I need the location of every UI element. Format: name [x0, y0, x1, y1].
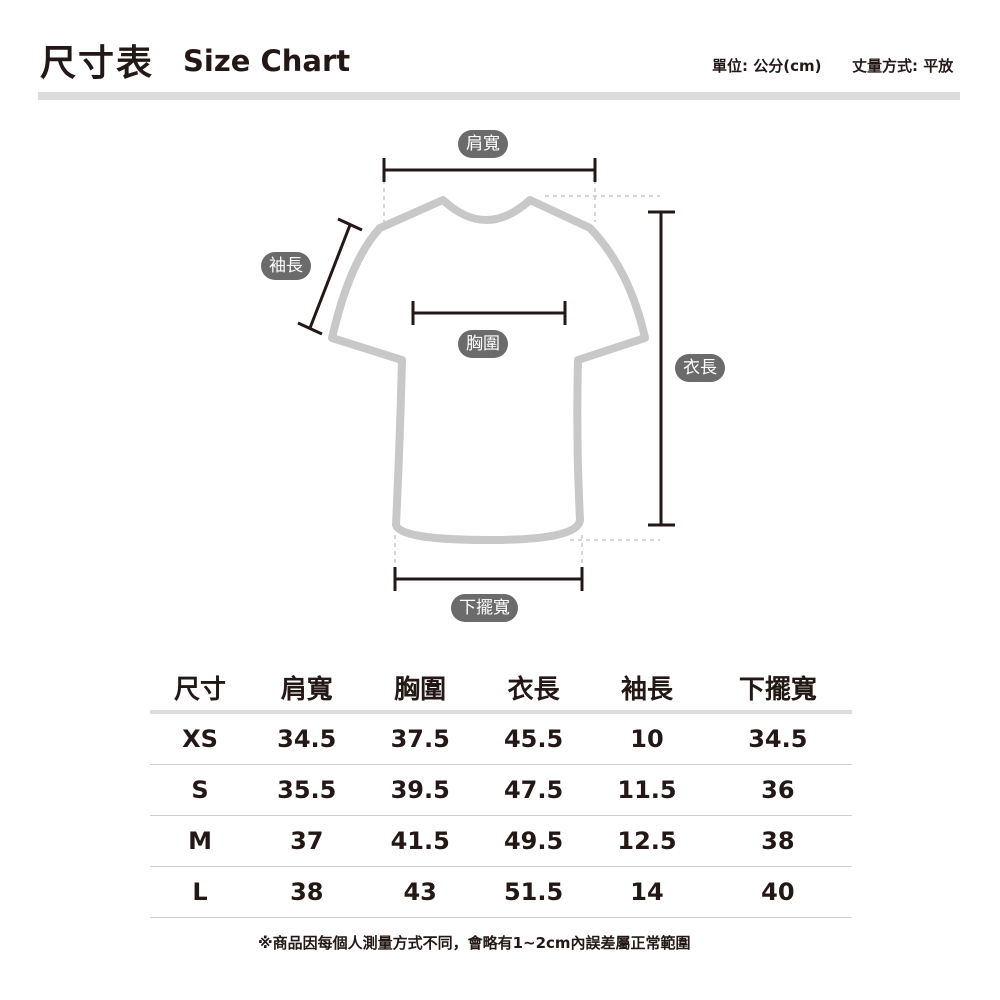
table-cell: 39.5 [363, 764, 477, 816]
unit-text: 單位: 公分(cm) [712, 57, 822, 75]
note-text: ※商品因每個人測量方式不同，會略有1~2cm內誤差屬正常範圍 [258, 934, 691, 952]
table-row: L 38 43 51.5 14 40 [150, 866, 852, 918]
measure-lines [297, 158, 675, 591]
table-cell: 34.5 [703, 712, 852, 765]
label-sleeve: 袖長 [261, 252, 311, 280]
table-row: S 35.5 39.5 47.5 11.5 36 [150, 764, 852, 816]
table-cell: 49.5 [476, 815, 591, 867]
table-cell: 35.5 [250, 764, 364, 816]
table-cell: 40 [703, 866, 852, 918]
table-cell: 37 [250, 815, 364, 867]
page-title-en: Size Chart [183, 44, 351, 78]
col-header: 袖長 [590, 664, 704, 714]
col-header: 尺寸 [150, 664, 251, 714]
table-header: 尺寸 肩寬 胸圍 衣長 袖長 下擺寬 [150, 664, 852, 714]
tshirt-outline [328, 196, 649, 544]
col-header: 下擺寬 [703, 664, 852, 714]
table-cell: 41.5 [363, 815, 477, 867]
size-table: 尺寸 肩寬 胸圍 衣長 袖長 下擺寬 XS 34.5 37.5 45.5 10 34.5 S… [150, 664, 852, 918]
table-row: M 37 41.5 49.5 12.5 38 [150, 815, 852, 867]
col-header: 衣長 [476, 664, 591, 714]
tshirt-diagram [297, 158, 675, 591]
table-row: XS 34.5 37.5 45.5 10 34.5 [150, 712, 852, 765]
table-cell: 34.5 [250, 712, 364, 765]
col-header: 胸圍 [363, 664, 477, 714]
label-hem: 下擺寬 [451, 594, 518, 622]
table-cell: M [150, 815, 251, 867]
label-length: 衣長 [675, 354, 725, 382]
table-cell: 36 [703, 764, 852, 816]
table-cell: XS [150, 712, 251, 765]
table-cell: 45.5 [476, 712, 591, 765]
page-title: 尺寸表 [40, 43, 155, 84]
guide-lines [383, 180, 660, 570]
divider [38, 92, 960, 100]
table-cell: 38 [703, 815, 852, 867]
method-text: 丈量方式: 平放 [852, 57, 954, 75]
table-cell: 51.5 [476, 866, 591, 918]
label-shoulder: 肩寬 [458, 130, 508, 158]
table-cell: 14 [590, 866, 704, 918]
table-cell: S [150, 764, 251, 816]
table-cell: 10 [590, 712, 704, 765]
table-cell: 43 [363, 866, 477, 918]
col-header: 肩寬 [250, 664, 364, 714]
table-cell: 38 [250, 866, 364, 918]
table-cell: L [150, 866, 251, 918]
table-cell: 37.5 [363, 712, 477, 765]
table-cell: 12.5 [590, 815, 704, 867]
label-chest: 胸圍 [458, 330, 508, 358]
table-cell: 11.5 [590, 764, 704, 816]
table-cell: 47.5 [476, 764, 591, 816]
